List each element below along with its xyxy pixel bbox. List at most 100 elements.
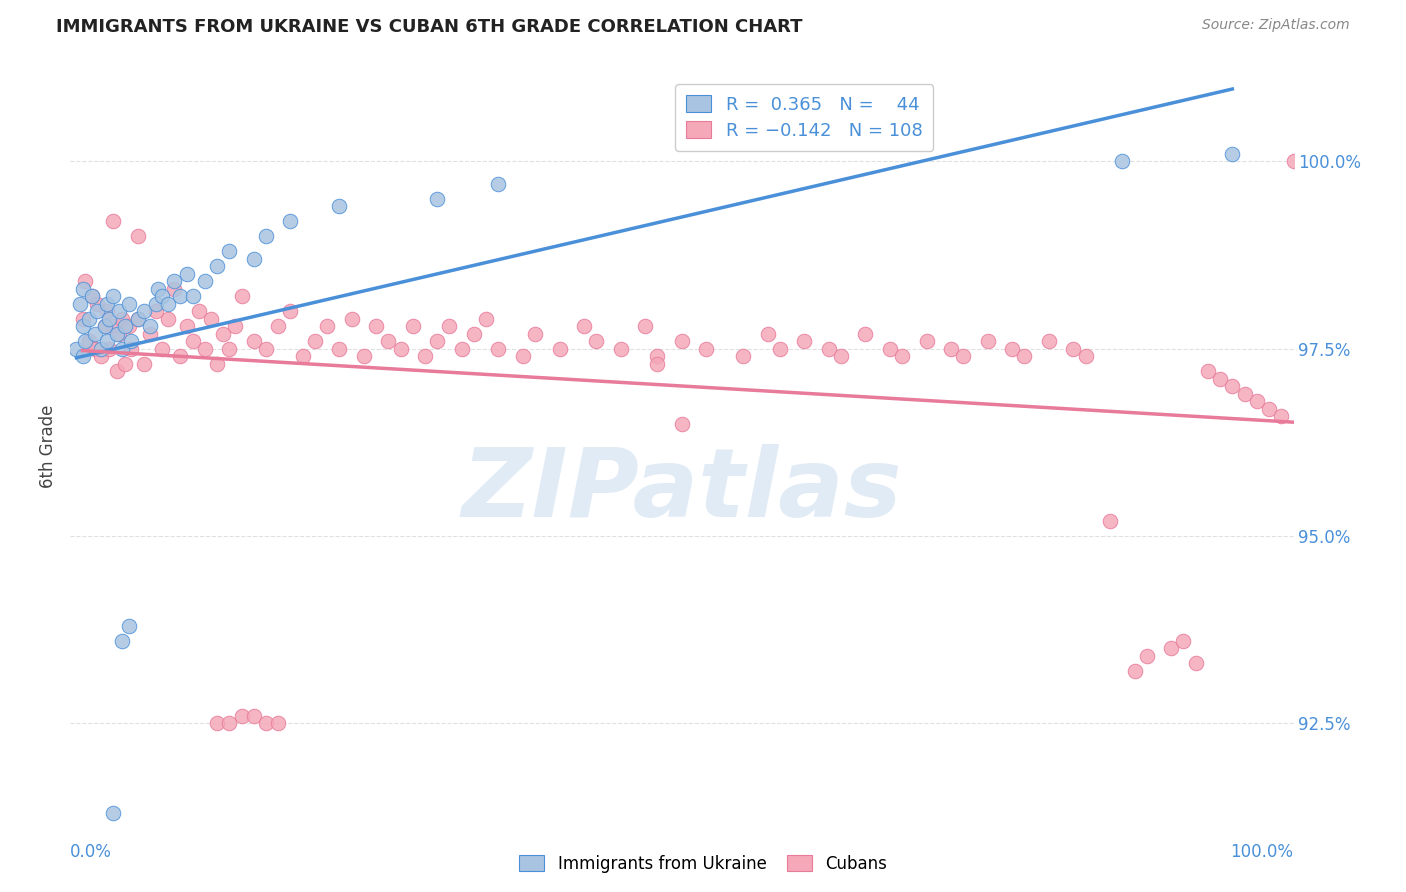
Point: [194, 342, 217, 356]
Point: [157, 296, 180, 310]
Point: [1209, 371, 1232, 385]
Point: [157, 311, 180, 326]
Point: [585, 334, 607, 348]
Point: [145, 296, 167, 310]
Point: [93, 319, 115, 334]
Point: [132, 304, 155, 318]
Point: [548, 342, 571, 356]
Point: [139, 319, 162, 334]
Point: [169, 349, 191, 363]
Point: [111, 311, 134, 326]
Point: [218, 342, 240, 356]
Point: [328, 199, 350, 213]
Point: [634, 319, 657, 334]
Point: [488, 342, 510, 356]
Point: [224, 319, 246, 334]
Point: [83, 326, 105, 341]
Point: [187, 304, 209, 318]
Point: [205, 716, 228, 731]
Point: [267, 319, 290, 334]
Point: [1233, 386, 1256, 401]
Point: [108, 326, 131, 341]
Point: [280, 214, 302, 228]
Point: [181, 334, 204, 348]
Point: [426, 334, 449, 348]
Point: [231, 708, 253, 723]
Point: [243, 708, 266, 723]
Point: [671, 417, 693, 431]
Point: [90, 349, 112, 363]
Point: [101, 806, 124, 821]
Point: [69, 296, 91, 310]
Point: [1038, 334, 1060, 348]
Point: [402, 319, 425, 334]
Point: [72, 282, 94, 296]
Point: [1173, 633, 1195, 648]
Point: [73, 334, 96, 348]
Point: [939, 342, 962, 356]
Point: [377, 334, 399, 348]
Point: [127, 311, 149, 326]
Point: [86, 296, 108, 310]
Point: [267, 716, 290, 731]
Point: [488, 177, 510, 191]
Point: [101, 319, 124, 334]
Point: [695, 342, 717, 356]
Point: [200, 311, 222, 326]
Point: [1074, 349, 1097, 363]
Point: [205, 259, 228, 273]
Point: [150, 289, 173, 303]
Point: [127, 229, 149, 244]
Point: [139, 326, 162, 341]
Point: [212, 326, 235, 341]
Point: [280, 304, 302, 318]
Point: [118, 619, 141, 633]
Legend: R =  0.365   N =    44, R = −0.142   N = 108: R = 0.365 N = 44, R = −0.142 N = 108: [675, 84, 934, 151]
Point: [671, 334, 693, 348]
Point: [181, 289, 204, 303]
Point: [77, 334, 100, 348]
Point: [340, 311, 363, 326]
Point: [176, 319, 198, 334]
Text: Source: ZipAtlas.com: Source: ZipAtlas.com: [1202, 18, 1350, 32]
Point: [118, 319, 141, 334]
Point: [194, 274, 217, 288]
Point: [915, 334, 938, 348]
Point: [231, 289, 253, 303]
Point: [82, 289, 104, 303]
Point: [1258, 401, 1281, 416]
Point: [72, 311, 94, 326]
Point: [121, 334, 143, 348]
Point: [610, 342, 633, 356]
Point: [83, 342, 105, 356]
Point: [96, 296, 118, 310]
Point: [291, 349, 314, 363]
Point: [254, 229, 277, 244]
Point: [121, 342, 143, 356]
Point: [733, 349, 755, 363]
Point: [98, 311, 121, 326]
Point: [316, 319, 339, 334]
Text: 0.0%: 0.0%: [70, 843, 112, 861]
Point: [353, 349, 375, 363]
Point: [1197, 364, 1219, 378]
Point: [769, 342, 792, 356]
Point: [90, 342, 112, 356]
Point: [1220, 379, 1243, 393]
Point: [1282, 154, 1305, 169]
Point: [304, 334, 326, 348]
Point: [389, 342, 412, 356]
Point: [72, 349, 94, 363]
Point: [1014, 349, 1036, 363]
Point: [132, 858, 155, 872]
Point: [93, 319, 115, 334]
Point: [72, 319, 94, 334]
Point: [1136, 648, 1159, 663]
Text: IMMIGRANTS FROM UKRAINE VS CUBAN 6TH GRADE CORRELATION CHART: IMMIGRANTS FROM UKRAINE VS CUBAN 6TH GRA…: [56, 18, 803, 36]
Point: [1099, 514, 1122, 528]
Point: [132, 357, 155, 371]
Point: [105, 364, 128, 378]
Point: [450, 342, 472, 356]
Point: [1160, 641, 1182, 656]
Point: [879, 342, 901, 356]
